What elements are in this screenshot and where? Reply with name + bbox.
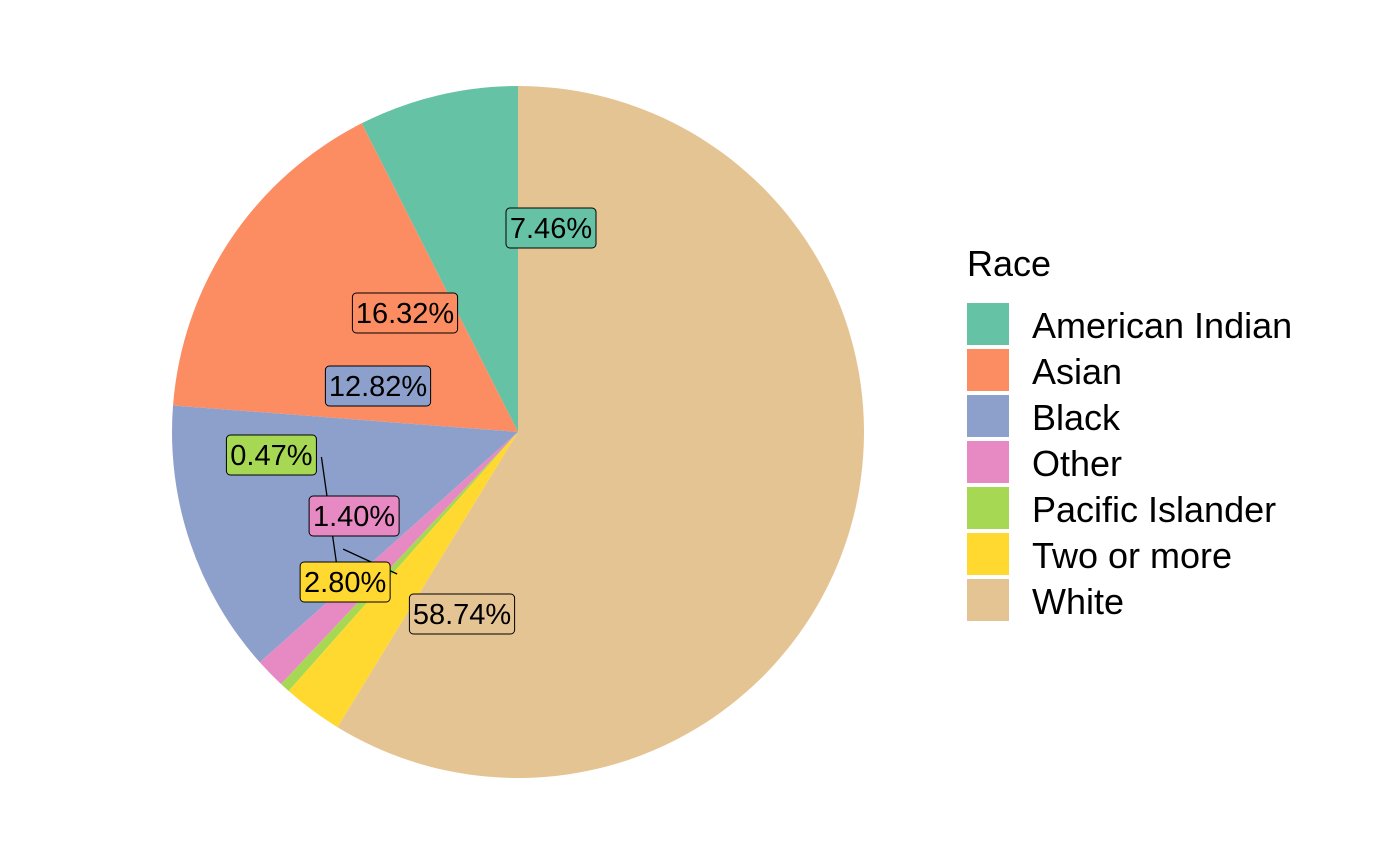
pie-data-labels: 7.46% 16.32% 12.82% 1.40%0.47% 2.80% 58.74% — [225, 207, 597, 635]
data-label-box-black — [324, 365, 432, 407]
data-label-box-pacific-islander — [225, 434, 317, 476]
legend-label-white: White — [1032, 581, 1124, 622]
data-label-text-other: 1.40% — [313, 501, 395, 533]
legend-swatch-asian — [967, 349, 1009, 391]
data-label-text-two-or-more: 2.80% — [304, 567, 386, 599]
data-label-american-indian: 7.46% — [505, 207, 597, 249]
legend: Race American Indian Asian Black Other Pacif… — [967, 243, 1292, 622]
data-label-box-american-indian — [505, 207, 597, 249]
legend-swatch-pacific-islander — [967, 487, 1009, 529]
data-label-box-white — [408, 593, 516, 635]
data-label-box-two-or-more — [299, 561, 391, 603]
data-label-text-white: 58.74% — [413, 599, 511, 631]
data-label-text-asian: 16.32% — [356, 298, 454, 330]
data-label-text-pacific-islander: 0.47% — [230, 440, 312, 472]
slice-other — [259, 432, 518, 685]
legend-label-other: Other — [1032, 443, 1122, 484]
slice-pacific-islander — [281, 432, 518, 692]
pie-slices — [172, 86, 865, 778]
legend-label-asian: Asian — [1032, 351, 1122, 392]
legend-swatch-black — [967, 395, 1009, 437]
legend-swatch-white — [967, 579, 1009, 621]
legend-label-black: Black — [1032, 397, 1121, 438]
legend-swatch-other — [967, 441, 1009, 483]
data-label-other: 1.40% — [308, 495, 400, 537]
data-label-two-or-more: 2.80% — [299, 561, 391, 603]
slice-two-or-more — [288, 432, 518, 728]
legend-title: Race — [967, 243, 1051, 284]
legend-swatch-two-or-more — [967, 533, 1009, 575]
data-label-box-other — [308, 495, 400, 537]
legend-label-pacific-islander: Pacific Islander — [1032, 489, 1276, 530]
legend-label-two-or-more: Two or more — [1032, 535, 1232, 576]
slice-asian — [173, 123, 518, 432]
legend-swatch-american-indian — [967, 303, 1009, 345]
data-label-text-american-indian: 7.46% — [510, 213, 592, 245]
data-label-pacific-islander: 0.47% — [225, 434, 317, 476]
data-label-white: 58.74% — [408, 593, 516, 635]
data-label-asian: 16.32% — [351, 292, 459, 334]
slice-american-indian — [361, 86, 518, 432]
data-label-text-black: 12.82% — [329, 371, 427, 403]
legend-label-american-indian: American Indian — [1032, 305, 1292, 346]
data-label-black: 12.82% — [324, 365, 432, 407]
data-label-box-asian — [351, 292, 459, 334]
